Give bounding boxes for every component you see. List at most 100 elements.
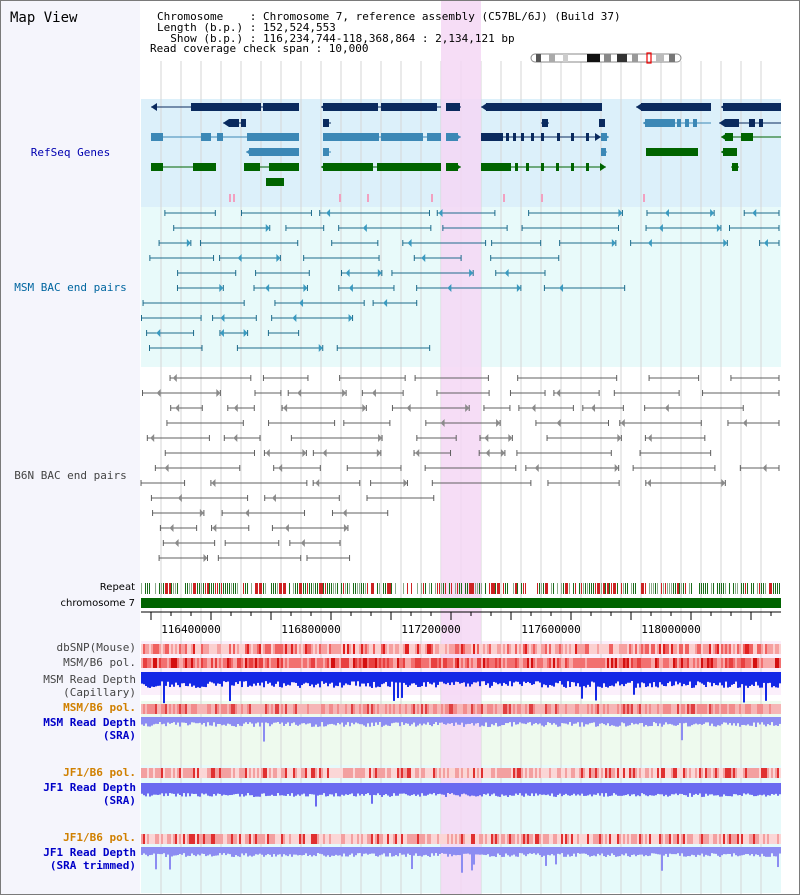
heat-cell xyxy=(569,834,571,844)
heat-cell xyxy=(437,768,439,778)
depth-bar xyxy=(299,783,301,796)
heat-cell xyxy=(299,834,301,844)
heat-cell xyxy=(289,644,291,654)
depth-bar xyxy=(207,672,209,684)
gene-exon xyxy=(266,178,284,186)
depth-bar xyxy=(277,717,279,723)
gene-exon xyxy=(481,133,503,141)
heat-cell xyxy=(327,644,329,654)
heat-cell xyxy=(485,834,487,844)
heat-cell xyxy=(315,834,317,844)
heat-cell xyxy=(175,644,177,654)
repeat-mark xyxy=(347,583,348,594)
heat-cell xyxy=(625,658,627,668)
depth-bar xyxy=(717,717,719,726)
depth-bar xyxy=(241,672,243,688)
depth-bar xyxy=(657,672,659,688)
depth-bar xyxy=(699,672,701,683)
heat-cell xyxy=(397,658,399,668)
heat-cell xyxy=(461,644,463,654)
depth-bar xyxy=(497,717,499,727)
depth-bar xyxy=(339,847,341,856)
depth-bar xyxy=(753,672,755,687)
heat-cell xyxy=(651,768,653,778)
heat-cell xyxy=(343,644,345,654)
depth-bar xyxy=(485,672,487,686)
depth-bar xyxy=(313,783,315,795)
repeat-mark xyxy=(199,583,200,594)
heat-cell xyxy=(617,834,619,844)
heat-cell xyxy=(269,658,271,668)
heat-cell xyxy=(393,704,395,714)
heat-cell xyxy=(265,644,267,654)
heat-cell xyxy=(203,658,205,668)
depth-bar xyxy=(537,783,539,796)
depth-bar xyxy=(683,847,685,857)
heat-cell xyxy=(325,834,327,844)
heat-cell xyxy=(695,658,697,668)
repeat-mark xyxy=(323,583,324,594)
heat-cell xyxy=(483,658,485,668)
bac-end-arrow xyxy=(742,419,747,427)
heat-cell xyxy=(753,704,755,714)
heat-cell xyxy=(315,644,317,654)
heat-cell xyxy=(487,834,489,844)
depth-bar xyxy=(717,672,719,686)
heat-cell xyxy=(257,704,259,714)
depth-bar xyxy=(561,672,563,685)
depth-bar xyxy=(397,717,399,723)
heat-cell xyxy=(747,834,749,844)
ideogram-position-marker xyxy=(646,52,652,64)
heat-cell xyxy=(619,834,621,844)
heat-cell xyxy=(597,644,599,654)
depth-bar xyxy=(515,717,517,725)
heat-cell xyxy=(389,704,391,714)
heat-cell xyxy=(503,768,505,778)
heat-cell xyxy=(533,768,535,778)
heat-cell xyxy=(325,644,327,654)
depth-bar xyxy=(413,847,415,856)
repeat-mark xyxy=(271,583,272,594)
heat-cell xyxy=(771,768,773,778)
heat-cell xyxy=(311,704,313,714)
depth-bar xyxy=(367,783,369,794)
repeat-mark xyxy=(201,583,202,594)
heat-cell xyxy=(519,768,521,778)
repeat-mark xyxy=(713,583,714,594)
depth-bar xyxy=(779,783,781,795)
gene-exon xyxy=(513,133,516,141)
depth-bar xyxy=(579,847,581,854)
heat-cell xyxy=(643,834,645,844)
heat-cell xyxy=(295,704,297,714)
heat-cell xyxy=(183,658,185,668)
depth-bar xyxy=(203,783,205,795)
depth-bar xyxy=(615,783,617,795)
depth-bar xyxy=(451,847,453,857)
depth-bar xyxy=(323,847,325,856)
heat-cell xyxy=(711,768,713,778)
depth-bar xyxy=(677,783,679,796)
heat-cell xyxy=(283,658,285,668)
gene-strand-arrow xyxy=(643,119,649,127)
depth-bar xyxy=(171,672,173,685)
heat-cell xyxy=(333,644,335,654)
repeat-mark xyxy=(275,583,276,594)
heat-cell xyxy=(427,644,429,654)
heat-cell xyxy=(735,768,737,778)
heat-cell xyxy=(381,704,383,714)
heat-cell xyxy=(271,704,273,714)
track-label-b6n-bac: B6N BAC end pairs xyxy=(14,469,127,482)
depth-bar xyxy=(333,847,335,856)
depth-bar xyxy=(721,717,723,725)
depth-bar xyxy=(277,672,279,682)
heat-cell xyxy=(623,658,625,668)
depth-bar xyxy=(653,717,655,723)
heat-cell xyxy=(455,834,457,844)
heat-cell xyxy=(387,644,389,654)
heat-cell xyxy=(539,834,541,844)
heat-cell xyxy=(389,658,391,668)
heat-cell xyxy=(471,658,473,668)
depth-bar xyxy=(447,672,449,683)
heat-cell xyxy=(183,704,185,714)
